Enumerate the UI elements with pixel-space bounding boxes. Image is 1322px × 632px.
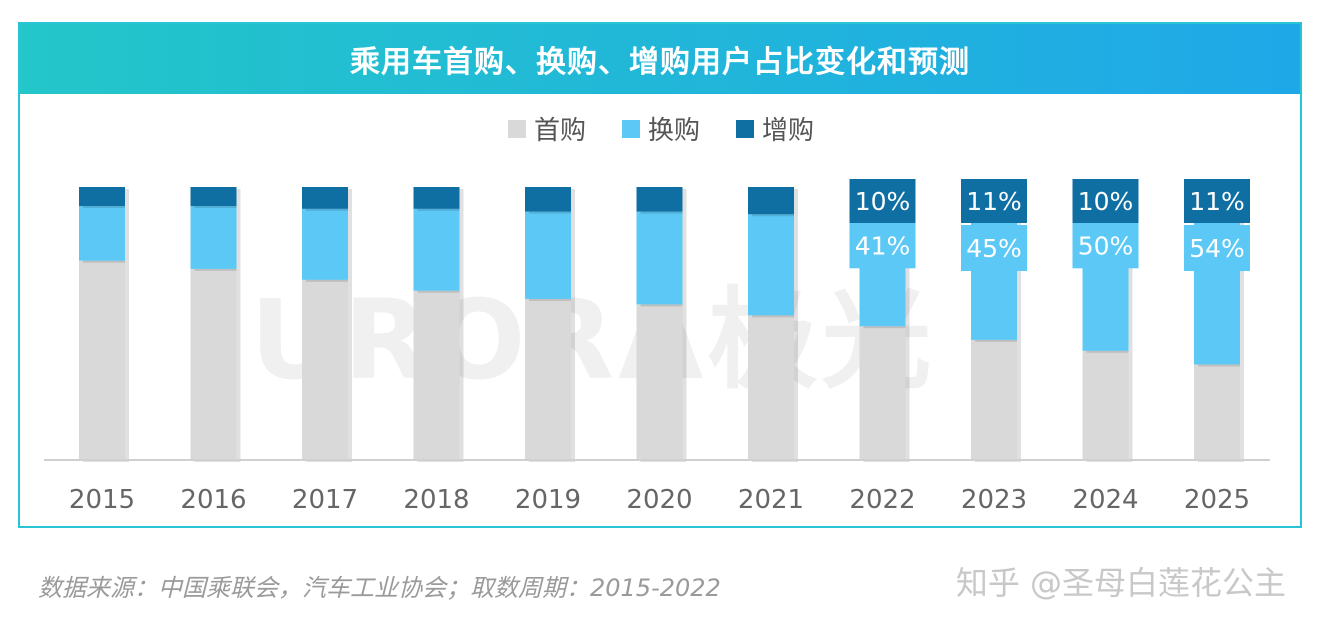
x-tick-2017: 2017 [292,485,358,515]
data-label-bg-2023-replace [961,225,1027,272]
legend-label-additional: 增购 [762,116,815,146]
data-label-bg-2025-additional [1184,179,1250,223]
x-tick-2021: 2021 [738,485,804,515]
bar-2017-additional [302,187,348,209]
data-label-2023-additional: 11% [966,187,1022,216]
bar-2019-additional [525,187,571,212]
legend-swatch-replace [621,119,640,138]
bar-2015-first [79,260,125,460]
x-tick-2016: 2016 [180,485,246,515]
bar-2015-additional [79,187,125,207]
x-tick-2020: 2020 [626,485,692,515]
bar-2016-first [190,268,237,460]
x-tick-labels: 2015 2016 2017 2018 2019 2020 2021 2022 2023 2024… [69,485,1250,515]
data-label-bg-2023-additional [961,179,1027,223]
legend-swatch-first [507,119,526,138]
x-tick-2022: 2022 [849,485,915,515]
bar-2016-replace [190,206,237,269]
data-label-bg-2022-replace [849,222,916,269]
source-note: 数据来源：中国乘联会，汽车工业协会；取数周期：2015-2022 [38,574,721,602]
watermark: URORA极光 [250,276,936,404]
x-tick-2018: 2018 [403,485,469,515]
bar-2024-first [1082,350,1129,460]
bar-2015-replace [79,206,125,261]
data-label-bg-2025-replace [1184,225,1250,272]
chart-legend: 首购 换购 增购 [0,110,1322,147]
legend-label-replace: 换购 [647,116,700,146]
bars-group [79,187,1244,462]
x-tick-2015: 2015 [69,485,135,515]
data-label-2025-replace: 54% [1189,234,1245,263]
data-label-2025-additional: 11% [1189,187,1245,216]
data-label-bg-2024-replace [1072,222,1139,269]
legend-swatch-additional [736,119,754,138]
x-tick-2023: 2023 [961,485,1027,515]
bar-2016-additional [190,187,237,207]
bar-2025-first [1194,364,1240,460]
bar-2022-first [859,326,906,460]
legend-item-first: 首购 [507,110,586,147]
x-tick-2024: 2024 [1072,485,1138,515]
data-label-2022-replace: 41% [855,231,911,260]
x-tick-2019: 2019 [515,485,581,515]
bar-2018-additional [413,187,460,209]
bar-2020-replace [636,211,683,305]
bar-2019-replace [525,211,571,299]
bar-2018-replace [413,208,460,291]
data-label-bg-2022-additional [849,179,916,223]
bar-2021-replace [748,214,794,316]
legend-label-first: 首购 [533,116,586,146]
x-tick-2025: 2025 [1184,485,1250,515]
data-label-bg-2024-additional [1072,179,1139,223]
data-label-2024-additional: 10% [1078,187,1134,216]
bar-2021-additional [748,187,794,215]
bar-2017-first [302,279,348,460]
chart-title: 乘用车首购、换购、增购用户占比变化和预测 [350,45,970,80]
credit-watermark: 知乎 @圣母白莲花公主 [955,564,1286,602]
data-label-2022-additional: 10% [855,187,911,216]
data-label-2024-replace: 50% [1078,231,1134,260]
bar-2017-replace [302,208,348,280]
legend-item-additional: 增购 [736,110,814,147]
bar-2021-first [748,315,794,460]
bar-2023-first [971,339,1017,460]
bar-2020-additional [636,187,683,212]
bar-2019-first [525,298,571,460]
bar-2018-first [413,290,460,460]
data-label-2023-replace: 45% [966,234,1022,263]
bar-2020-first [636,304,683,460]
data-labels: 41% 10% 45% 11% 50% 10% 54% 11% [849,179,1250,272]
legend-item-replace: 换购 [621,110,700,147]
chart-header: 乘用车首购、换购、增购用户占比变化和预测 [20,24,1300,94]
